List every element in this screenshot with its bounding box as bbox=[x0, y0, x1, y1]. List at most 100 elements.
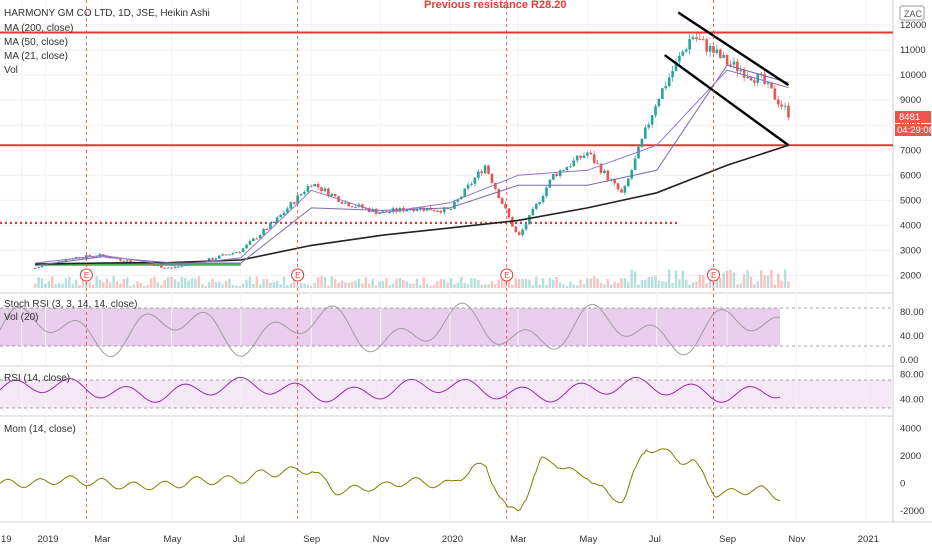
volume-bar bbox=[470, 277, 473, 288]
price-tick-label: 5000 bbox=[900, 195, 921, 206]
volume-bar bbox=[460, 276, 463, 288]
volume-bar bbox=[586, 278, 589, 288]
candle-body bbox=[787, 105, 790, 118]
candle-body bbox=[470, 183, 473, 185]
volume-bar bbox=[494, 284, 497, 288]
candle-body bbox=[647, 124, 651, 128]
candle-body bbox=[354, 206, 357, 208]
volume-bar bbox=[647, 276, 650, 288]
volume-bar bbox=[674, 270, 678, 288]
time-tick-label: 2021 bbox=[858, 534, 879, 545]
mom-title: Mom (14, close) bbox=[4, 424, 76, 435]
candle-body bbox=[238, 252, 242, 254]
volume-bar bbox=[187, 280, 190, 288]
volume-bar bbox=[170, 277, 173, 288]
moving-averages bbox=[35, 64, 789, 267]
earnings-marker bbox=[291, 268, 305, 282]
volume-bar bbox=[538, 284, 541, 288]
volume-bar bbox=[149, 278, 153, 288]
volume-bar bbox=[528, 279, 531, 288]
volume-bar bbox=[146, 284, 149, 288]
candle-body bbox=[289, 202, 293, 209]
pane-separators bbox=[0, 0, 932, 523]
time-tick-label: Mar bbox=[510, 534, 526, 545]
ma21-line bbox=[35, 69, 789, 267]
volume-bar bbox=[252, 283, 255, 288]
volume-bar bbox=[173, 279, 177, 288]
candle-body bbox=[473, 177, 477, 184]
currency-badge[interactable] bbox=[899, 5, 925, 21]
candle-body bbox=[705, 39, 708, 52]
candle-body bbox=[719, 49, 722, 58]
volume-bar bbox=[633, 271, 637, 288]
volume-bar bbox=[736, 284, 739, 288]
candle-body bbox=[514, 226, 518, 233]
volume-bar bbox=[654, 276, 657, 288]
oscillators: 80.00 40.00 0.00 80.00 40.00 4000 2000 0 -2000 bbox=[0, 302, 924, 517]
volume-bar bbox=[777, 273, 780, 288]
candle-body bbox=[490, 173, 494, 183]
volume-bar bbox=[323, 276, 327, 288]
volume-bar bbox=[678, 279, 681, 288]
volume-bar bbox=[381, 281, 385, 288]
volume-bar bbox=[279, 284, 282, 288]
volume-bar bbox=[330, 276, 333, 288]
candle-body bbox=[412, 209, 415, 211]
candle-body bbox=[463, 188, 466, 197]
candle-body bbox=[565, 167, 569, 171]
candle-body bbox=[558, 170, 562, 176]
volume-bar bbox=[122, 279, 126, 288]
volume-bar bbox=[398, 278, 402, 288]
volume-bar bbox=[37, 277, 40, 288]
volume-bar bbox=[143, 285, 146, 288]
stoch-rsi-tick-label: 40.00 bbox=[900, 331, 924, 342]
volume-bar bbox=[756, 281, 760, 288]
candle-body bbox=[780, 104, 783, 107]
candle-body bbox=[657, 99, 661, 107]
ma50-line bbox=[35, 64, 789, 266]
volume-bar bbox=[729, 269, 732, 288]
volume-bar bbox=[760, 270, 763, 288]
time-tick-label: Sep bbox=[719, 534, 736, 545]
candle-body bbox=[545, 187, 548, 196]
volume-bar bbox=[521, 278, 524, 288]
volume-bar bbox=[466, 283, 470, 288]
volume-bar bbox=[132, 284, 136, 288]
volume-bar bbox=[378, 281, 381, 288]
volume-bar bbox=[739, 283, 742, 288]
volume-bar bbox=[664, 281, 667, 288]
volume-bar bbox=[443, 279, 446, 288]
volume-bar bbox=[610, 284, 613, 288]
volume-bar bbox=[691, 282, 695, 288]
volume-bar bbox=[657, 280, 661, 288]
volume-bar bbox=[565, 285, 569, 288]
candle-body bbox=[759, 73, 763, 75]
volume-bar bbox=[272, 282, 276, 288]
time-tick-label: Mar bbox=[94, 534, 110, 545]
volume-bar bbox=[340, 280, 344, 288]
volume-bar bbox=[667, 268, 671, 288]
volume-bar bbox=[405, 281, 408, 288]
candle-body bbox=[221, 254, 224, 256]
volume-bar bbox=[221, 284, 224, 288]
candle-body bbox=[477, 171, 480, 178]
candle-body bbox=[102, 254, 105, 256]
candle-body bbox=[347, 202, 351, 207]
candle-body bbox=[262, 229, 265, 235]
volume-bar bbox=[681, 270, 685, 288]
volume-bar bbox=[630, 269, 633, 288]
volume-bar bbox=[650, 276, 654, 288]
volume-bar bbox=[201, 284, 204, 288]
volume-bar bbox=[569, 281, 572, 288]
volume-bar bbox=[425, 284, 429, 288]
candle-body bbox=[494, 182, 497, 189]
candle-body bbox=[122, 260, 126, 262]
candle-body bbox=[224, 254, 228, 256]
volume-bar bbox=[231, 284, 235, 288]
rsi-band bbox=[0, 380, 893, 408]
candle-body bbox=[630, 170, 633, 179]
candle-body bbox=[640, 138, 644, 147]
volume-bar bbox=[589, 278, 592, 288]
candle-body bbox=[344, 202, 347, 204]
